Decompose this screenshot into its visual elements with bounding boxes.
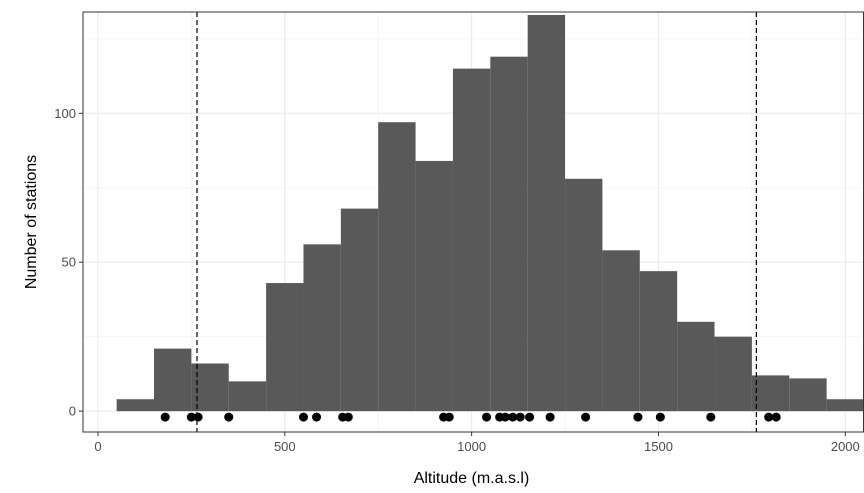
histogram-bar — [639, 271, 678, 412]
histogram-bar — [527, 14, 566, 412]
histogram-bar — [154, 348, 192, 412]
station-point — [515, 412, 525, 422]
x-tick-label: 500 — [274, 439, 296, 454]
histogram-bar — [490, 56, 528, 412]
x-tick-label: 0 — [94, 439, 101, 454]
histogram-bar — [340, 208, 379, 412]
y-tick-label: 50 — [62, 255, 76, 270]
station-point — [160, 412, 170, 422]
x-axis-title: Altitude (m.a.s.l) — [414, 470, 530, 487]
histogram-bar — [452, 68, 491, 412]
histogram-bar — [789, 378, 827, 412]
y-axis-title: Number of stations — [23, 155, 40, 289]
station-point — [655, 412, 665, 422]
station-point — [706, 412, 716, 422]
station-point — [581, 412, 591, 422]
station-point — [343, 412, 353, 422]
histogram-bars — [116, 14, 864, 412]
station-point — [633, 412, 643, 422]
station-point — [500, 412, 510, 422]
histogram-bar — [116, 399, 154, 412]
x-tick-label: 2000 — [831, 439, 860, 454]
station-point — [771, 412, 781, 422]
axis-ticks: 0 500 1000 1500 2000 0 50 100 — [54, 106, 859, 454]
histogram-bar — [677, 321, 715, 412]
station-point — [298, 412, 308, 422]
y-tick-label: 100 — [54, 106, 76, 121]
station-point — [224, 412, 234, 422]
histogram-bar — [826, 399, 864, 412]
station-point — [525, 412, 535, 422]
histogram-bar — [303, 244, 341, 412]
histogram-bar — [378, 122, 416, 412]
threshold-lines — [196, 12, 757, 432]
station-point — [482, 412, 492, 422]
histogram-bar — [415, 160, 453, 412]
y-tick-label: 0 — [69, 404, 76, 419]
station-points — [160, 412, 781, 422]
histogram-bar — [266, 283, 304, 412]
histogram-bar — [228, 381, 267, 412]
histogram-bar — [565, 178, 603, 412]
station-point — [508, 412, 518, 422]
station-point — [545, 412, 555, 422]
station-point — [186, 412, 196, 422]
station-point — [312, 412, 322, 422]
station-point — [764, 412, 774, 422]
histogram-bar — [602, 250, 640, 412]
x-tick-label: 1000 — [457, 439, 486, 454]
histogram-bar — [191, 363, 229, 412]
histogram-bar — [751, 375, 790, 412]
x-tick-label: 1500 — [644, 439, 673, 454]
station-point — [444, 412, 454, 422]
histogram-bar — [714, 336, 752, 412]
station-point — [193, 412, 203, 422]
